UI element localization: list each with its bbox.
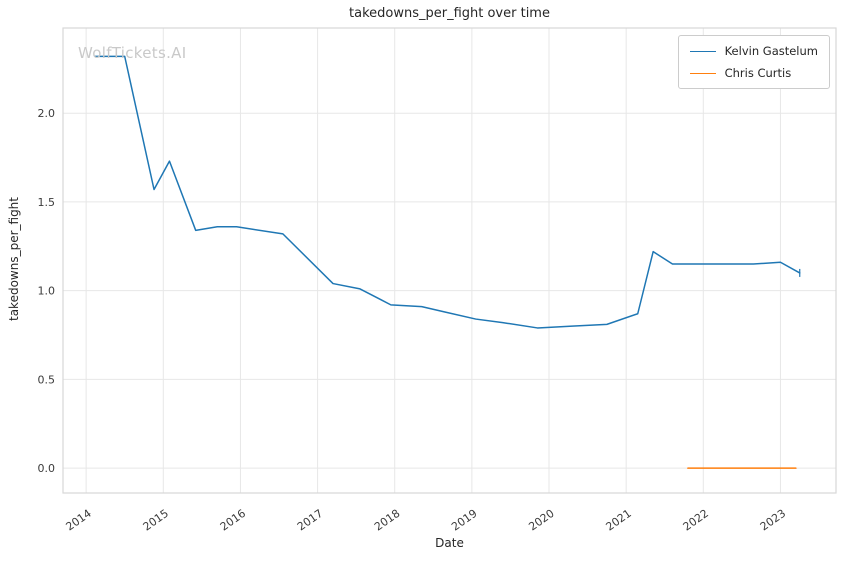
watermark-text: WolfTickets.AI — [78, 44, 187, 62]
legend-line-swatch — [689, 50, 716, 52]
x-axis-label: Date — [435, 536, 464, 550]
svg-text:2.0: 2.0 — [38, 107, 56, 120]
svg-text:0.0: 0.0 — [38, 462, 56, 475]
svg-text:2019: 2019 — [449, 507, 479, 534]
svg-text:2016: 2016 — [218, 507, 248, 534]
svg-text:2022: 2022 — [681, 507, 711, 534]
y-axis-label: takedowns_per_fight — [7, 197, 21, 322]
legend-item-label: Kelvin Gastelum — [724, 44, 818, 58]
svg-text:0.5: 0.5 — [38, 373, 56, 386]
legend: Kelvin Gastelum Chris Curtis — [677, 35, 830, 89]
legend-item: Chris Curtis — [689, 66, 818, 80]
legend-line-swatch — [689, 72, 716, 74]
svg-text:1.5: 1.5 — [38, 196, 56, 209]
svg-text:2023: 2023 — [758, 507, 788, 534]
svg-text:2021: 2021 — [603, 507, 633, 534]
legend-item: Kelvin Gastelum — [689, 44, 818, 58]
chart-title: takedowns_per_fight over time — [349, 6, 550, 21]
svg-text:2017: 2017 — [295, 507, 325, 534]
svg-text:2015: 2015 — [141, 507, 171, 534]
legend-item-label: Chris Curtis — [724, 66, 792, 80]
svg-text:2014: 2014 — [63, 507, 93, 534]
svg-text:1.0: 1.0 — [38, 285, 56, 298]
svg-text:2020: 2020 — [526, 507, 556, 534]
svg-text:2018: 2018 — [372, 507, 402, 534]
